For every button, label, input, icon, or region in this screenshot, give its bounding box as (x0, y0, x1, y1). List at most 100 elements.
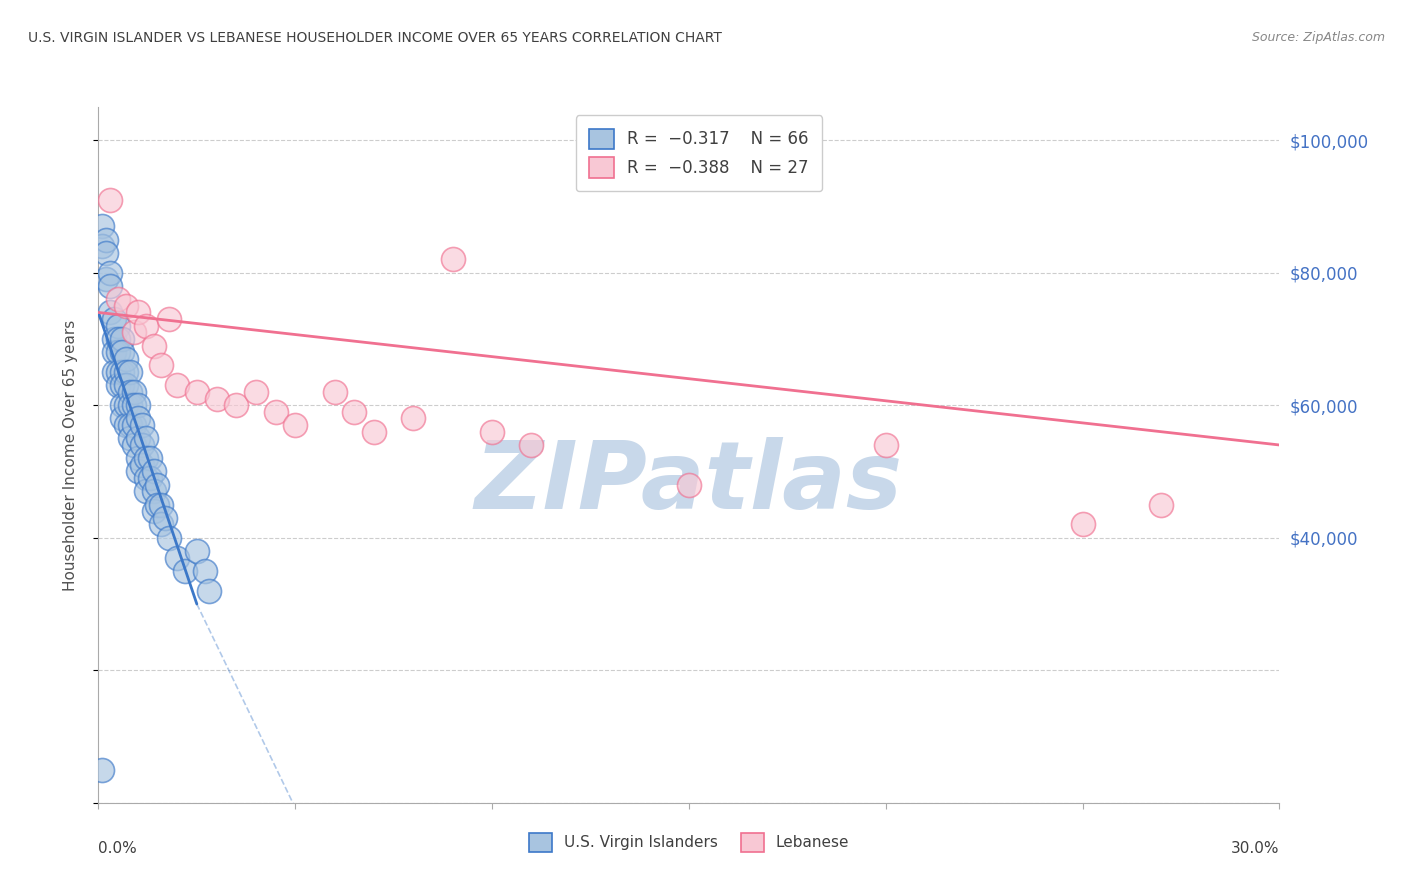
Point (103, 365, 125, 379)
Text: 30.0%: 30.0% (1232, 841, 1279, 856)
Text: 0.0%: 0.0% (98, 841, 138, 856)
Point (107, 292, 129, 306)
Point (107, 378, 129, 392)
Point (122, 384, 145, 399)
Point (150, 359, 173, 373)
Point (118, 365, 141, 379)
Point (118, 418, 141, 433)
Point (481, 425, 503, 439)
Point (107, 345, 129, 359)
Point (111, 365, 134, 379)
Point (678, 477, 700, 491)
Point (91, 763, 114, 777)
Point (122, 398, 145, 412)
Point (96, 245, 118, 260)
Point (205, 392, 228, 406)
Point (111, 378, 134, 392)
Point (142, 338, 165, 352)
Point (264, 405, 287, 419)
Point (245, 384, 267, 399)
Point (127, 305, 149, 319)
Point (111, 398, 134, 412)
Point (146, 498, 169, 512)
Point (127, 431, 149, 445)
Point (107, 318, 129, 333)
Point (166, 550, 188, 565)
Point (131, 438, 153, 452)
Point (96, 272, 118, 286)
Point (363, 425, 385, 439)
Point (135, 451, 157, 466)
Point (150, 498, 173, 512)
Point (520, 438, 543, 452)
Point (138, 471, 160, 485)
Point (131, 458, 153, 472)
Point (166, 378, 188, 392)
Point (111, 332, 134, 346)
Point (111, 411, 134, 425)
Point (115, 365, 138, 379)
Point (107, 332, 129, 346)
Point (115, 351, 138, 366)
Point (127, 451, 149, 466)
Point (91, 219, 114, 234)
Point (194, 564, 217, 578)
Point (135, 318, 157, 333)
Point (142, 484, 165, 499)
Point (135, 484, 157, 499)
Point (142, 465, 165, 479)
Text: U.S. VIRGIN ISLANDER VS LEBANESE HOUSEHOLDER INCOME OVER 65 YEARS CORRELATION CH: U.S. VIRGIN ISLANDER VS LEBANESE HOUSEHO… (28, 31, 723, 45)
Point (127, 411, 149, 425)
Point (138, 451, 160, 466)
Text: ZIPatlas: ZIPatlas (475, 437, 903, 529)
Point (186, 384, 208, 399)
Point (115, 378, 138, 392)
Point (127, 398, 149, 412)
Point (103, 312, 125, 326)
Point (197, 583, 219, 598)
Point (875, 438, 897, 452)
Point (146, 477, 169, 491)
Point (135, 471, 157, 485)
Point (115, 418, 138, 433)
Point (118, 431, 141, 445)
Point (98, 305, 121, 319)
Point (115, 398, 138, 412)
Point (98, 279, 121, 293)
Point (1071, 517, 1094, 532)
Point (150, 517, 173, 532)
Point (441, 252, 464, 267)
Point (107, 365, 129, 379)
Point (98, 266, 121, 280)
Point (323, 384, 346, 399)
Point (122, 438, 145, 452)
Point (115, 299, 138, 313)
Point (1150, 498, 1173, 512)
Point (122, 326, 145, 340)
Point (118, 398, 141, 412)
Point (127, 465, 149, 479)
Point (118, 384, 141, 399)
Point (225, 398, 247, 412)
Point (98, 193, 121, 207)
Y-axis label: Householder Income Over 65 years: Householder Income Over 65 years (63, 319, 77, 591)
Point (131, 418, 153, 433)
Point (157, 312, 180, 326)
Point (142, 504, 165, 518)
Point (122, 418, 145, 433)
Point (111, 345, 134, 359)
Point (343, 405, 366, 419)
Point (186, 544, 208, 558)
Point (135, 431, 157, 445)
Point (103, 332, 125, 346)
Legend: U.S. Virgin Islanders, Lebanese: U.S. Virgin Islanders, Lebanese (523, 827, 855, 858)
Point (103, 345, 125, 359)
Point (91, 239, 114, 253)
Point (155, 511, 177, 525)
Point (284, 418, 307, 433)
Point (96, 233, 118, 247)
Text: Source: ZipAtlas.com: Source: ZipAtlas.com (1251, 31, 1385, 45)
Point (174, 564, 197, 578)
Point (402, 411, 425, 425)
Point (157, 531, 180, 545)
